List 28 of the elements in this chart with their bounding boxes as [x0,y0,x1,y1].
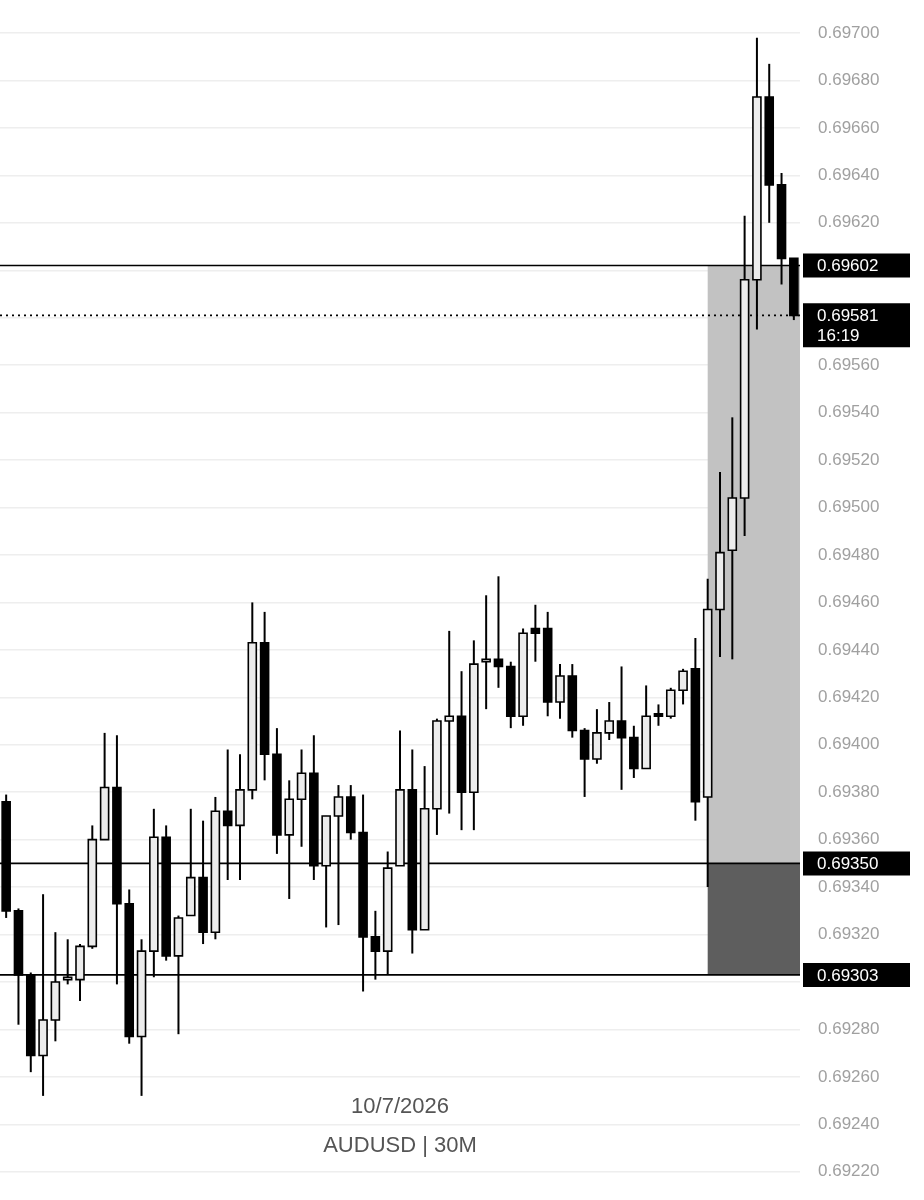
y-tick-label: 0.69640 [818,165,880,185]
y-tick-label: 0.69240 [818,1114,880,1134]
annotation: 10/7/2026 [351,1093,449,1119]
y-tick-label: 0.69380 [818,781,880,801]
y-tick-label: 0.69340 [818,876,880,896]
y-tick-label: 0.69680 [818,70,880,90]
y-tick-label: 0.69440 [818,639,880,659]
y-tick-label: 0.69220 [818,1161,880,1181]
y-tick-label: 0.69460 [818,592,880,612]
y-tick-label: 0.69700 [818,22,880,42]
ref-line-label: 0.69303 [817,965,879,985]
y-tick-label: 0.69400 [818,734,880,754]
y-tick-label: 0.69280 [818,1019,880,1039]
y-tick-label: 0.69260 [818,1066,880,1086]
y-tick-label: 0.69480 [818,544,880,564]
y-tick-label: 0.69360 [818,829,880,849]
y-tick-label: 0.69500 [818,497,880,517]
ref-line-label: 0.69602 [817,256,879,276]
y-tick-label: 0.69540 [818,402,880,422]
ref-line-label: 0.69350 [817,854,879,874]
y-tick-label: 0.69660 [818,117,880,137]
y-tick-label: 0.69320 [818,924,880,944]
annotation: AUDUSD | 30M [323,1132,477,1158]
y-tick-label: 0.69620 [818,212,880,232]
y-tick-label: 0.69560 [818,354,880,374]
y-tick-label: 0.69520 [818,449,880,469]
y-tick-label: 0.69420 [818,686,880,706]
ref-line-label: 0.69581 16:19 [817,306,879,346]
